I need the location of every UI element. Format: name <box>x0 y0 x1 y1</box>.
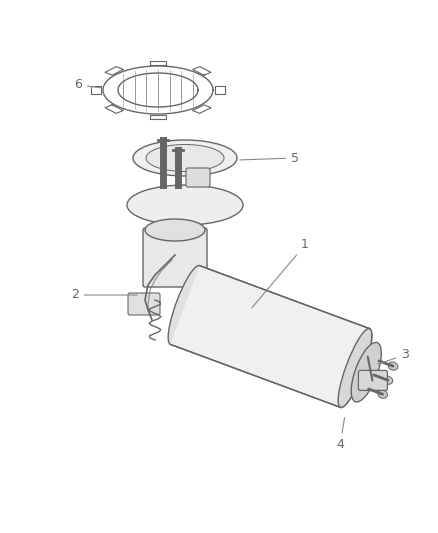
Text: 4: 4 <box>336 418 345 451</box>
Ellipse shape <box>146 144 224 172</box>
Ellipse shape <box>351 342 381 402</box>
FancyBboxPatch shape <box>186 168 210 187</box>
Ellipse shape <box>378 390 388 398</box>
FancyBboxPatch shape <box>128 293 160 315</box>
Ellipse shape <box>145 219 205 241</box>
FancyBboxPatch shape <box>143 228 207 287</box>
Polygon shape <box>170 265 370 407</box>
Text: 3: 3 <box>378 349 409 364</box>
Ellipse shape <box>338 328 372 408</box>
Ellipse shape <box>338 328 372 408</box>
Text: 1: 1 <box>252 238 309 308</box>
Ellipse shape <box>383 376 393 384</box>
FancyBboxPatch shape <box>358 370 387 390</box>
Ellipse shape <box>168 265 202 344</box>
Ellipse shape <box>388 362 398 370</box>
Ellipse shape <box>127 185 243 225</box>
Ellipse shape <box>133 140 237 176</box>
Polygon shape <box>170 265 370 407</box>
Text: 5: 5 <box>240 151 299 165</box>
Text: 2: 2 <box>71 288 137 302</box>
Text: 6: 6 <box>74 78 100 92</box>
